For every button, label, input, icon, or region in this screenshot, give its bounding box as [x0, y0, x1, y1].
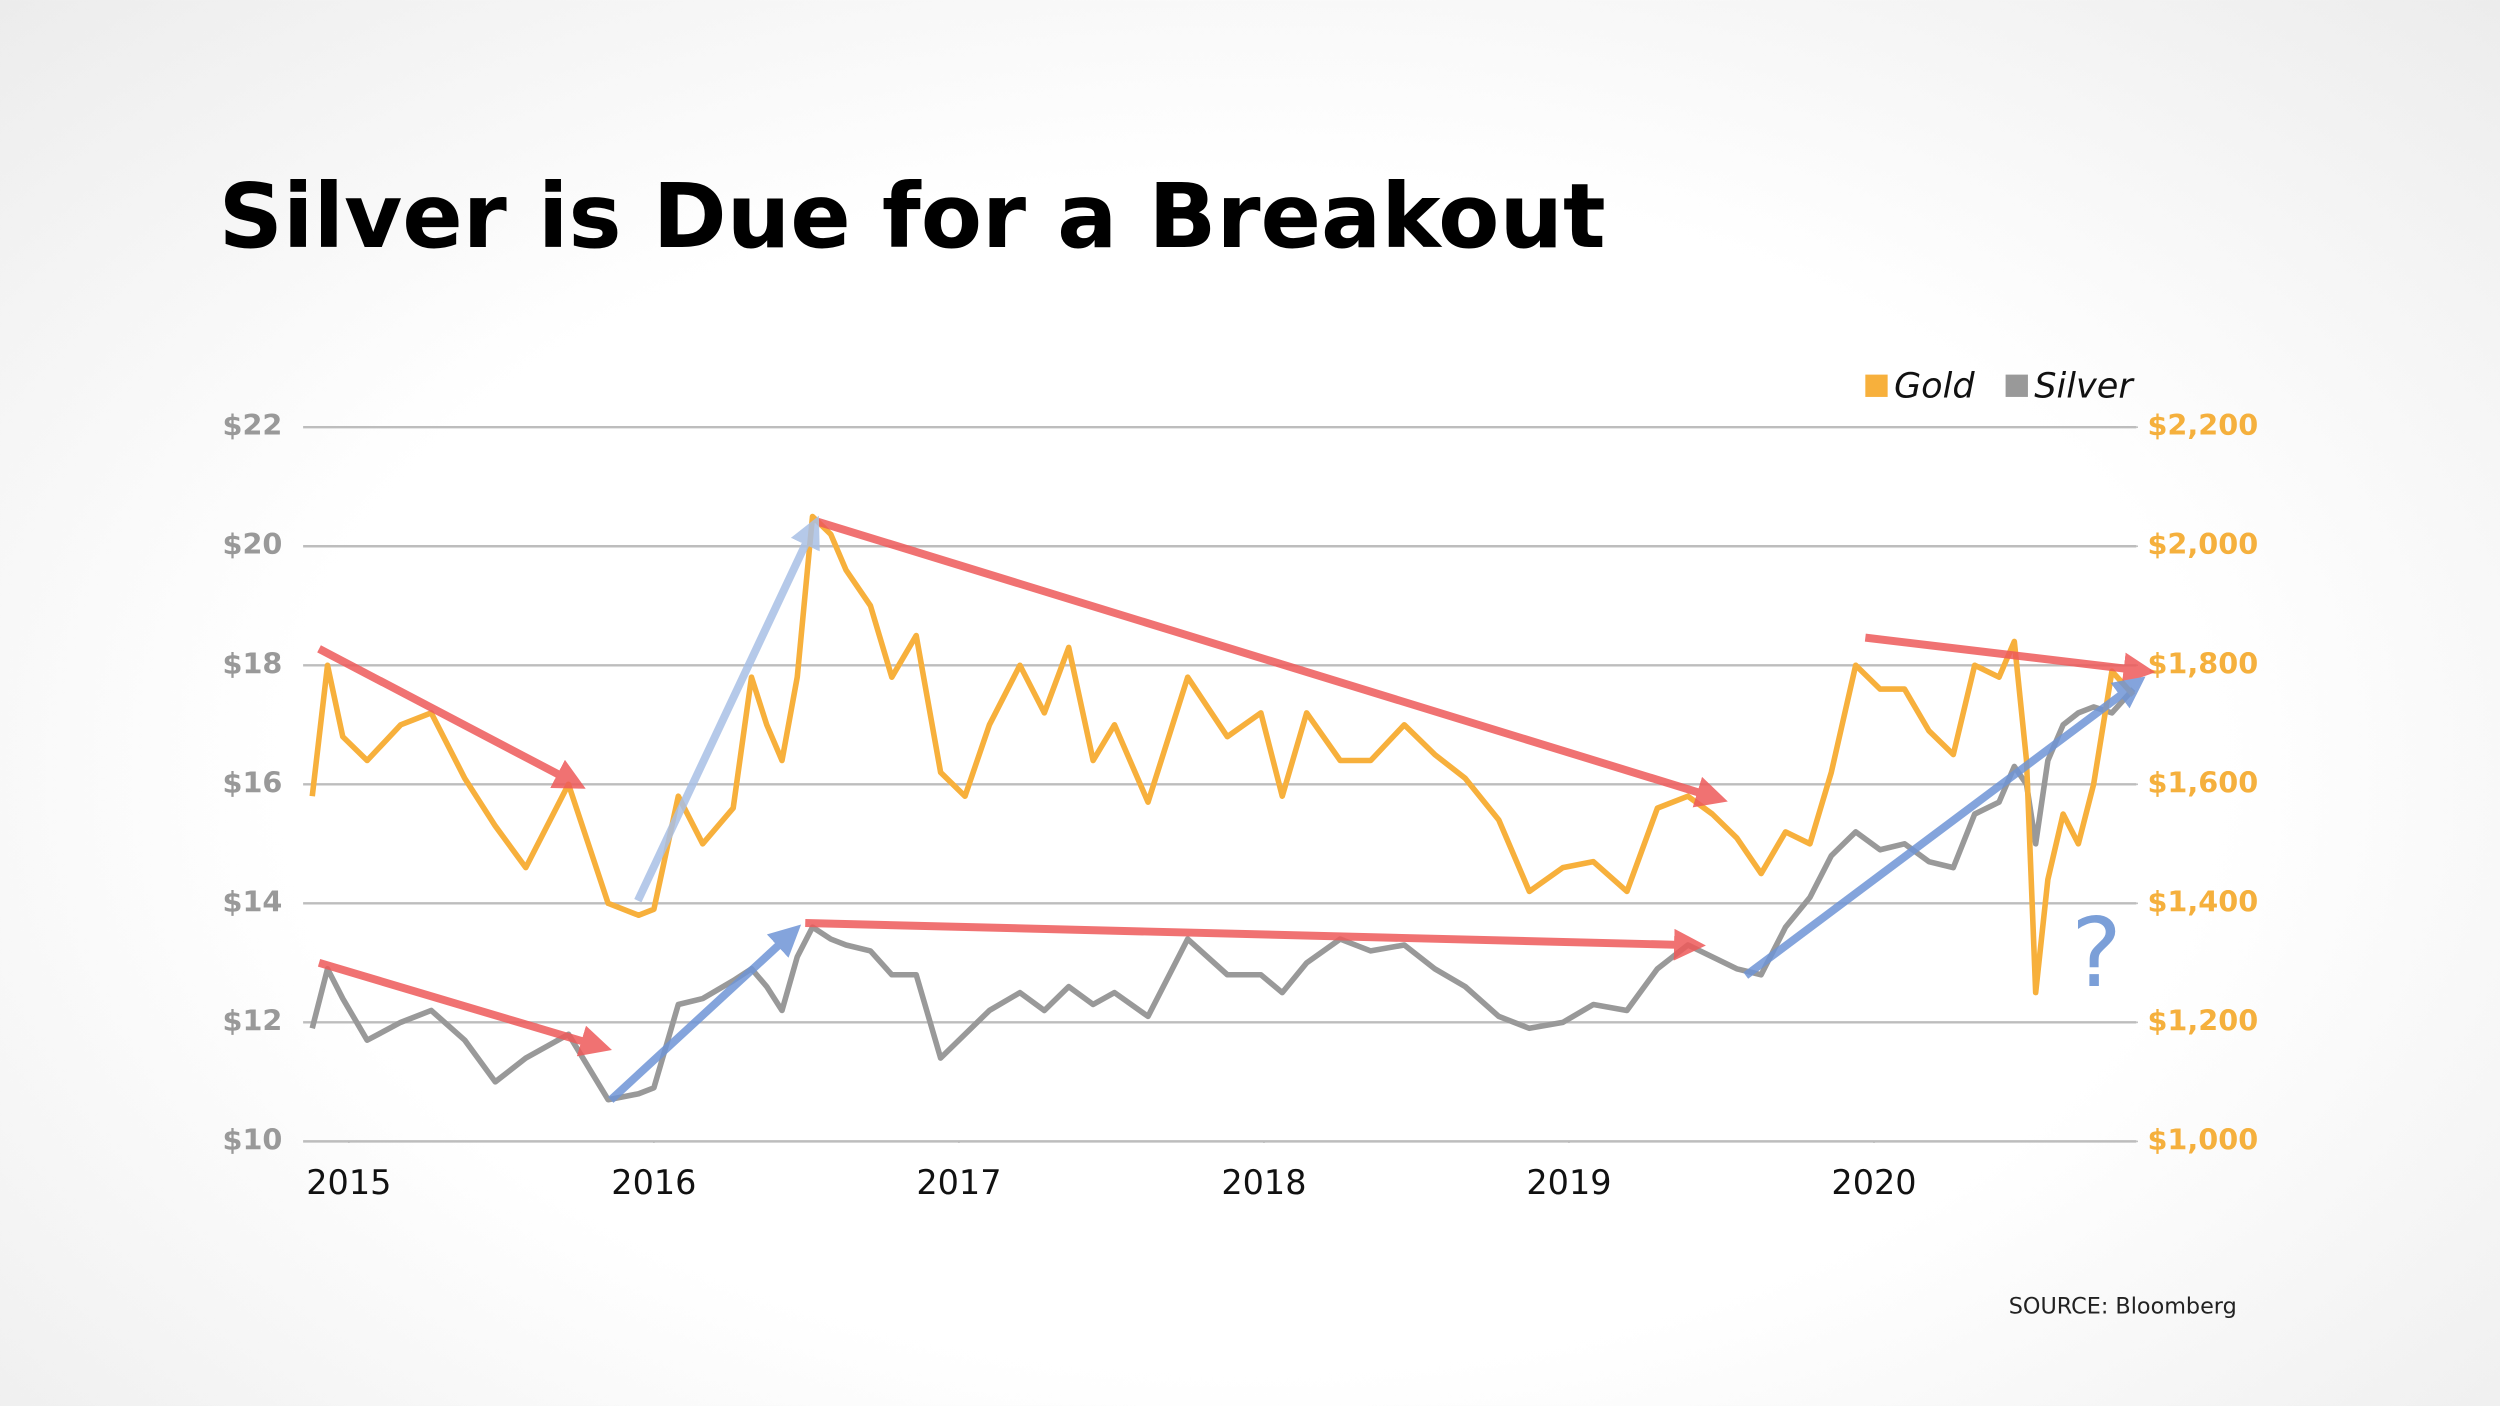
trend-arrow: [815, 517, 1728, 808]
y2-tick-label: $1,600: [2147, 765, 2258, 799]
x-tick-label: 2020: [1831, 1163, 1916, 1202]
x-tick-label: 2018: [1221, 1163, 1306, 1202]
series-line: [309, 687, 2136, 1103]
y-tick-label: $10: [222, 1122, 282, 1156]
y2-tick-label: $1,200: [2147, 1003, 2258, 1037]
trend-arrow: [317, 645, 586, 789]
y-tick-label: $22: [222, 408, 282, 442]
x-tick-label: 2016: [611, 1163, 696, 1202]
y-tick-label: $20: [222, 527, 282, 561]
trend-arrows: [317, 515, 2156, 1103]
legend-label: Gold: [1894, 365, 1975, 406]
y2-tick-label: $2,000: [2147, 527, 2258, 561]
y2-tick-label: $2,200: [2147, 408, 2258, 442]
y-tick-label: $14: [222, 884, 282, 918]
y2-tick-label: $1,400: [2147, 884, 2258, 918]
x-tick-label: 2015: [306, 1163, 391, 1202]
y-tick-label: $16: [222, 765, 282, 799]
y-tick-label: $12: [222, 1003, 282, 1037]
annotation: ?: [2071, 897, 2122, 1009]
x-tick-label: 2017: [916, 1163, 1001, 1202]
trend-arrow: [634, 515, 820, 903]
plot-area: $10 $12 $14 $16 $18 $20 $22 $1,000 $1,200 $1,400 $…: [222, 408, 2258, 1202]
source: SOURCE: Bloomberg: [2009, 1294, 2237, 1320]
trend-arrow: [608, 924, 802, 1103]
legend-label: Silver: [2034, 365, 2135, 406]
y-tick-label: $18: [222, 646, 282, 680]
legend-swatch: [2005, 374, 2028, 397]
trend-arrow: [317, 959, 612, 1057]
chart-title: Silver is Due for a Breakout: [219, 165, 1606, 269]
trend-arrow: [1743, 676, 2146, 979]
trend-arrow: [805, 919, 1706, 961]
trend-arrow: [1864, 633, 2156, 685]
legend-swatch: [1865, 374, 1888, 397]
x-tick-label: 2019: [1526, 1163, 1611, 1202]
y2-tick-label: $1,800: [2147, 646, 2258, 680]
y2-tick-label: $1,000: [2147, 1122, 2258, 1156]
series-line: [309, 513, 2136, 996]
